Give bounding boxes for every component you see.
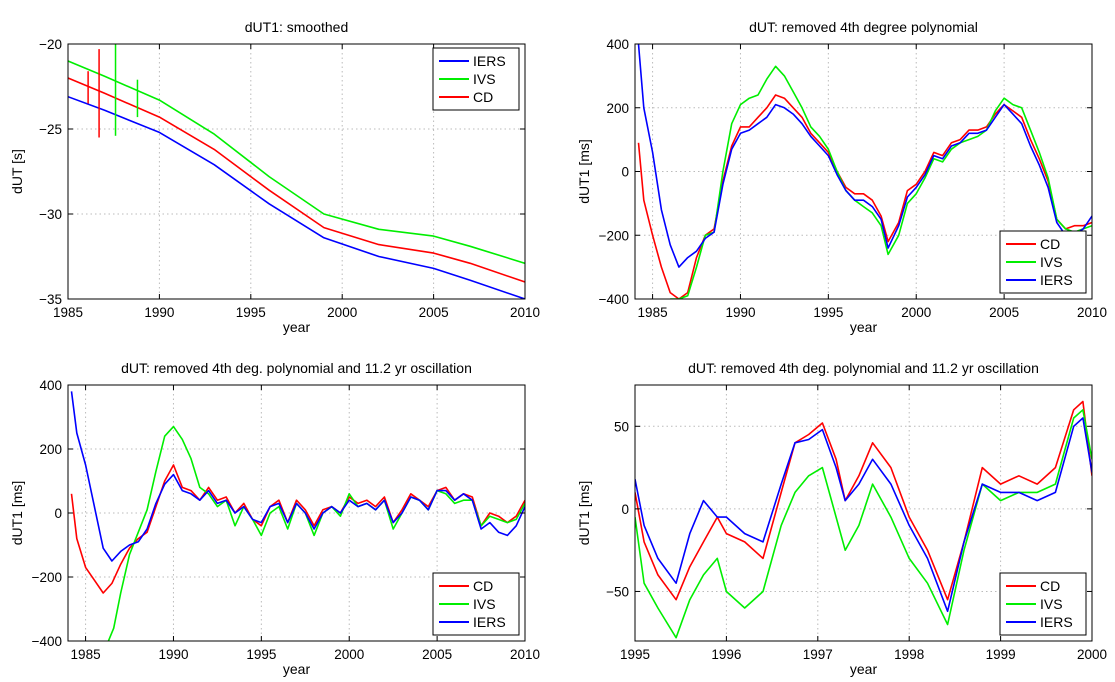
- y-tick-label: 200: [39, 442, 62, 457]
- y-tick-label: 50: [614, 419, 629, 434]
- x-axis-label: year: [850, 319, 878, 335]
- y-tick-label: 0: [54, 506, 62, 521]
- chart-title: dUT: removed 4th degree polynomial: [749, 19, 978, 35]
- x-tick-label: 2000: [327, 305, 357, 320]
- x-tick-label: 2005: [419, 305, 449, 320]
- x-tick-label: 1985: [53, 305, 83, 320]
- y-axis-label: dUT1 [ms]: [9, 481, 25, 546]
- y-tick-label: 400: [39, 378, 62, 393]
- y-tick-label: −35: [39, 292, 62, 307]
- x-axis-label: year: [283, 661, 311, 677]
- legend-label-ivs: IVS: [1040, 254, 1063, 270]
- x-tick-label: 1990: [725, 305, 755, 320]
- x-tick-label: 2005: [422, 647, 452, 662]
- series-line-ivs: [107, 425, 525, 641]
- y-tick-label: −200: [599, 228, 629, 243]
- y-axis-label: dUT1 [ms]: [576, 481, 592, 546]
- x-tick-label: 1995: [813, 305, 843, 320]
- series-group: [635, 400, 1092, 639]
- y-tick-label: −400: [32, 634, 62, 649]
- x-tick-label: 1997: [803, 647, 833, 662]
- x-tick-label: 2005: [989, 305, 1019, 320]
- series-group: [637, 44, 1092, 299]
- y-tick-label: −400: [599, 292, 629, 307]
- chart-title: dUT: removed 4th deg. polynomial and 11.…: [688, 360, 1039, 376]
- series-line-iers: [637, 44, 1092, 268]
- x-tick-label: 1995: [620, 647, 650, 662]
- x-tick-label: 1999: [986, 647, 1016, 662]
- y-axis-label: dUT1 [ms]: [576, 139, 592, 204]
- y-tick-label: −50: [606, 584, 629, 599]
- series-line-iers: [70, 391, 525, 562]
- legend-label-ivs: IVS: [1040, 596, 1063, 612]
- chart-title: dUT1: smoothed: [245, 19, 349, 35]
- series-line-iers: [635, 417, 1092, 613]
- x-tick-label: 1990: [158, 647, 188, 662]
- legend: CD IVS IERS: [999, 230, 1087, 294]
- legend-label-iers: IERS: [1040, 614, 1073, 630]
- y-tick-label: −30: [39, 207, 62, 222]
- x-tick-label: 1995: [236, 305, 266, 320]
- series-line-cd: [637, 94, 1092, 299]
- series-line-iers: [68, 95, 525, 299]
- x-axis-label: year: [850, 661, 878, 677]
- series-line-cd: [68, 77, 525, 283]
- chart-panel-3: 1985 1990 1995 2000 2005 2010 −400 −200 0 200 400 d…: [9, 360, 540, 677]
- x-tick-label: 2010: [510, 647, 540, 662]
- x-tick-label: 1985: [71, 647, 101, 662]
- legend-label-iers: IERS: [473, 614, 506, 630]
- y-axis-label: dUT [s]: [9, 149, 25, 194]
- legend: CD IVS IERS: [432, 572, 520, 636]
- legend-label-cd: CD: [1040, 578, 1060, 594]
- legend-label-cd: CD: [1040, 236, 1060, 252]
- x-tick-label: 2010: [510, 305, 540, 320]
- axes-frame: [67, 43, 526, 300]
- x-tick-label: 1985: [638, 305, 668, 320]
- y-tick-label: 400: [606, 37, 629, 52]
- legend-label-ivs: IVS: [473, 71, 496, 87]
- x-tick-label: 2000: [901, 305, 931, 320]
- chart-panel-2: 1985 1990 1995 2000 2005 2010 −400 −200 0 200 400 d…: [576, 19, 1107, 335]
- legend-label-iers: IERS: [1040, 272, 1073, 288]
- chart-title: dUT: removed 4th deg. polynomial and 11.…: [121, 360, 472, 376]
- y-tick-label: −200: [32, 570, 62, 585]
- legend-box: [432, 47, 520, 111]
- x-tick-label: 2000: [334, 647, 364, 662]
- y-tick-label: 0: [621, 165, 629, 180]
- y-tick-label: −25: [39, 122, 62, 137]
- x-tick-label: 1990: [144, 305, 174, 320]
- series-group: [70, 391, 525, 641]
- legend-label-iers: IERS: [473, 53, 506, 69]
- legend-label-cd: CD: [473, 89, 493, 105]
- x-tick-label: 2010: [1077, 305, 1107, 320]
- legend: IERS IVS CD: [432, 47, 520, 111]
- series-line-ivs: [68, 60, 525, 265]
- series-group: [68, 44, 525, 299]
- y-tick-label: −20: [39, 37, 62, 52]
- x-tick-label: 1996: [711, 647, 741, 662]
- series-line-ivs: [670, 65, 1092, 299]
- legend: CD IVS IERS: [999, 572, 1087, 636]
- x-axis-label: year: [283, 319, 311, 335]
- legend-label-ivs: IVS: [473, 596, 496, 612]
- x-tick-label: 1995: [246, 647, 276, 662]
- chart-panel-1: 1985 1990 1995 2000 2005 2010 −35 −30 −25 −20 dUT1…: [9, 19, 540, 335]
- y-tick-label: 200: [606, 101, 629, 116]
- x-tick-label: 1998: [894, 647, 924, 662]
- axes-frame: [634, 384, 1093, 642]
- x-tick-label: 2000: [1077, 647, 1107, 662]
- chart-panel-4: 1995 1996 1997 1998 1999 2000 −50 0 50 dUT: remov…: [576, 360, 1107, 677]
- y-tick-label: 0: [621, 502, 629, 517]
- legend-label-cd: CD: [473, 578, 493, 594]
